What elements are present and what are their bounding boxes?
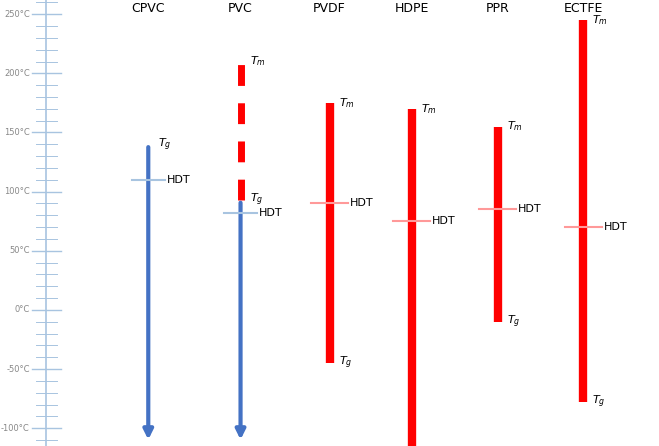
Text: HDT: HDT — [432, 216, 456, 226]
Text: 200°C: 200°C — [4, 69, 30, 78]
Text: HDT: HDT — [167, 175, 190, 185]
Text: 250°C: 250°C — [4, 10, 30, 19]
Text: HDT: HDT — [259, 208, 283, 218]
Text: HDT: HDT — [350, 198, 374, 208]
Text: ECTFE: ECTFE — [563, 2, 603, 15]
Text: $T_g$: $T_g$ — [158, 136, 171, 153]
Text: -50°C: -50°C — [6, 364, 30, 374]
Text: PVDF: PVDF — [313, 2, 346, 15]
Text: $T_g$: $T_g$ — [250, 192, 263, 208]
Text: $T_m$: $T_m$ — [592, 13, 608, 27]
Text: 150°C: 150°C — [4, 128, 30, 137]
Text: $T_g$: $T_g$ — [592, 394, 606, 410]
Text: $T_m$: $T_m$ — [507, 120, 523, 133]
Text: $T_m$: $T_m$ — [339, 96, 355, 110]
Text: 50°C: 50°C — [9, 246, 30, 255]
Text: CPVC: CPVC — [132, 2, 165, 15]
Text: HDT: HDT — [518, 204, 542, 215]
Text: $T_m$: $T_m$ — [250, 54, 266, 68]
Text: 100°C: 100°C — [4, 187, 30, 196]
Text: $T_g$: $T_g$ — [507, 314, 520, 330]
Text: $T_g$: $T_g$ — [339, 355, 352, 372]
Text: -100°C: -100°C — [1, 424, 30, 433]
Text: PVC: PVC — [228, 2, 253, 15]
Text: PPR: PPR — [486, 2, 509, 15]
Text: $T_m$: $T_m$ — [421, 102, 437, 116]
Text: HDPE: HDPE — [395, 2, 429, 15]
Text: HDT: HDT — [604, 222, 627, 232]
Text: 0°C: 0°C — [14, 306, 30, 314]
